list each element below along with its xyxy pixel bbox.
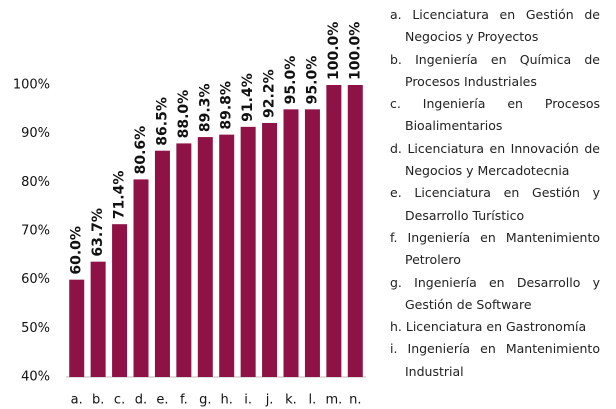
bar (154, 150, 170, 377)
x-tick-label: c. (114, 393, 125, 408)
bar (197, 137, 213, 377)
x-tick-label: i. (244, 393, 252, 408)
value-label: 92.2% (262, 69, 278, 118)
x-tick-label: e. (156, 393, 168, 408)
x-tick-label: f. (180, 393, 188, 408)
bar (347, 85, 363, 377)
y-tick-label: 50% (21, 321, 50, 336)
bar (133, 179, 149, 377)
value-label: 100.0% (326, 22, 342, 80)
y-tick-label: 80% (21, 175, 50, 190)
chart: 40% 50% 60% 70% 80% 90% 100% a. 60.0% b. 63.7% c. 71… (13, 22, 366, 408)
bar (69, 279, 85, 377)
bar (283, 109, 299, 377)
bar (304, 109, 320, 377)
value-label: 89.3% (197, 83, 213, 132)
x-tick-label: a. (71, 393, 83, 408)
bar (112, 224, 128, 377)
value-label: 80.6% (133, 126, 149, 175)
note: e. Licenciatura en Gestión y Desarrollo … (390, 185, 600, 223)
note: d. Licenciatura en Innovación de Negocio… (390, 140, 600, 179)
y-tick-label: 40% (21, 370, 50, 385)
y-tick-label: 100% (13, 78, 50, 93)
value-label: 86.5% (154, 97, 170, 146)
x-tick-label: h. (221, 393, 233, 408)
x-tick-label: d. (135, 393, 147, 408)
bar (326, 85, 342, 377)
note: c. Ingeniería en Procesos Bioalimentario… (390, 96, 600, 134)
value-label: 95.0% (283, 56, 299, 105)
value-label: 91.4% (240, 73, 256, 122)
bar (240, 126, 256, 377)
note: a. Licenciatura en Gestión de Negocios y… (390, 7, 600, 45)
x-tick-label: k. (285, 393, 297, 408)
y-tick-label: 70% (21, 224, 50, 239)
note: f. Ingeniería en Mantenimiento Petrolero (390, 229, 600, 268)
x-tick-label: n. (349, 393, 361, 408)
x-tick-label: g. (199, 393, 211, 408)
y-tick-label: 60% (21, 272, 50, 287)
bar (262, 122, 278, 378)
bar (90, 261, 106, 377)
note: g. Ingeniería en Desarrollo y Gestión de… (390, 274, 600, 312)
value-label: 60.0% (69, 226, 85, 275)
x-tick-label: l. (309, 393, 317, 408)
bar (176, 143, 192, 377)
value-label: 89.8% (219, 81, 235, 130)
note: b. Ingeniería en Química de Procesos Ind… (390, 51, 600, 89)
y-tick-label: 90% (21, 126, 50, 141)
x-tick-label: m. (325, 393, 342, 408)
x-tick-label: b. (92, 393, 104, 408)
value-label: 63.7% (90, 208, 106, 257)
value-label: 88.0% (176, 90, 192, 139)
note: h. Licenciatura en Gastronomía (390, 319, 587, 335)
value-label: 95.0% (304, 56, 320, 105)
value-label: 71.4% (112, 171, 128, 220)
note: i. Ingeniería en Mantenimiento Industria… (390, 341, 600, 379)
bar (219, 134, 235, 377)
x-tick-label: j. (265, 393, 274, 408)
value-label: 100.0% (347, 22, 363, 80)
legend-notes: a. Licenciatura en Gestión de Negocios y… (390, 4, 600, 383)
